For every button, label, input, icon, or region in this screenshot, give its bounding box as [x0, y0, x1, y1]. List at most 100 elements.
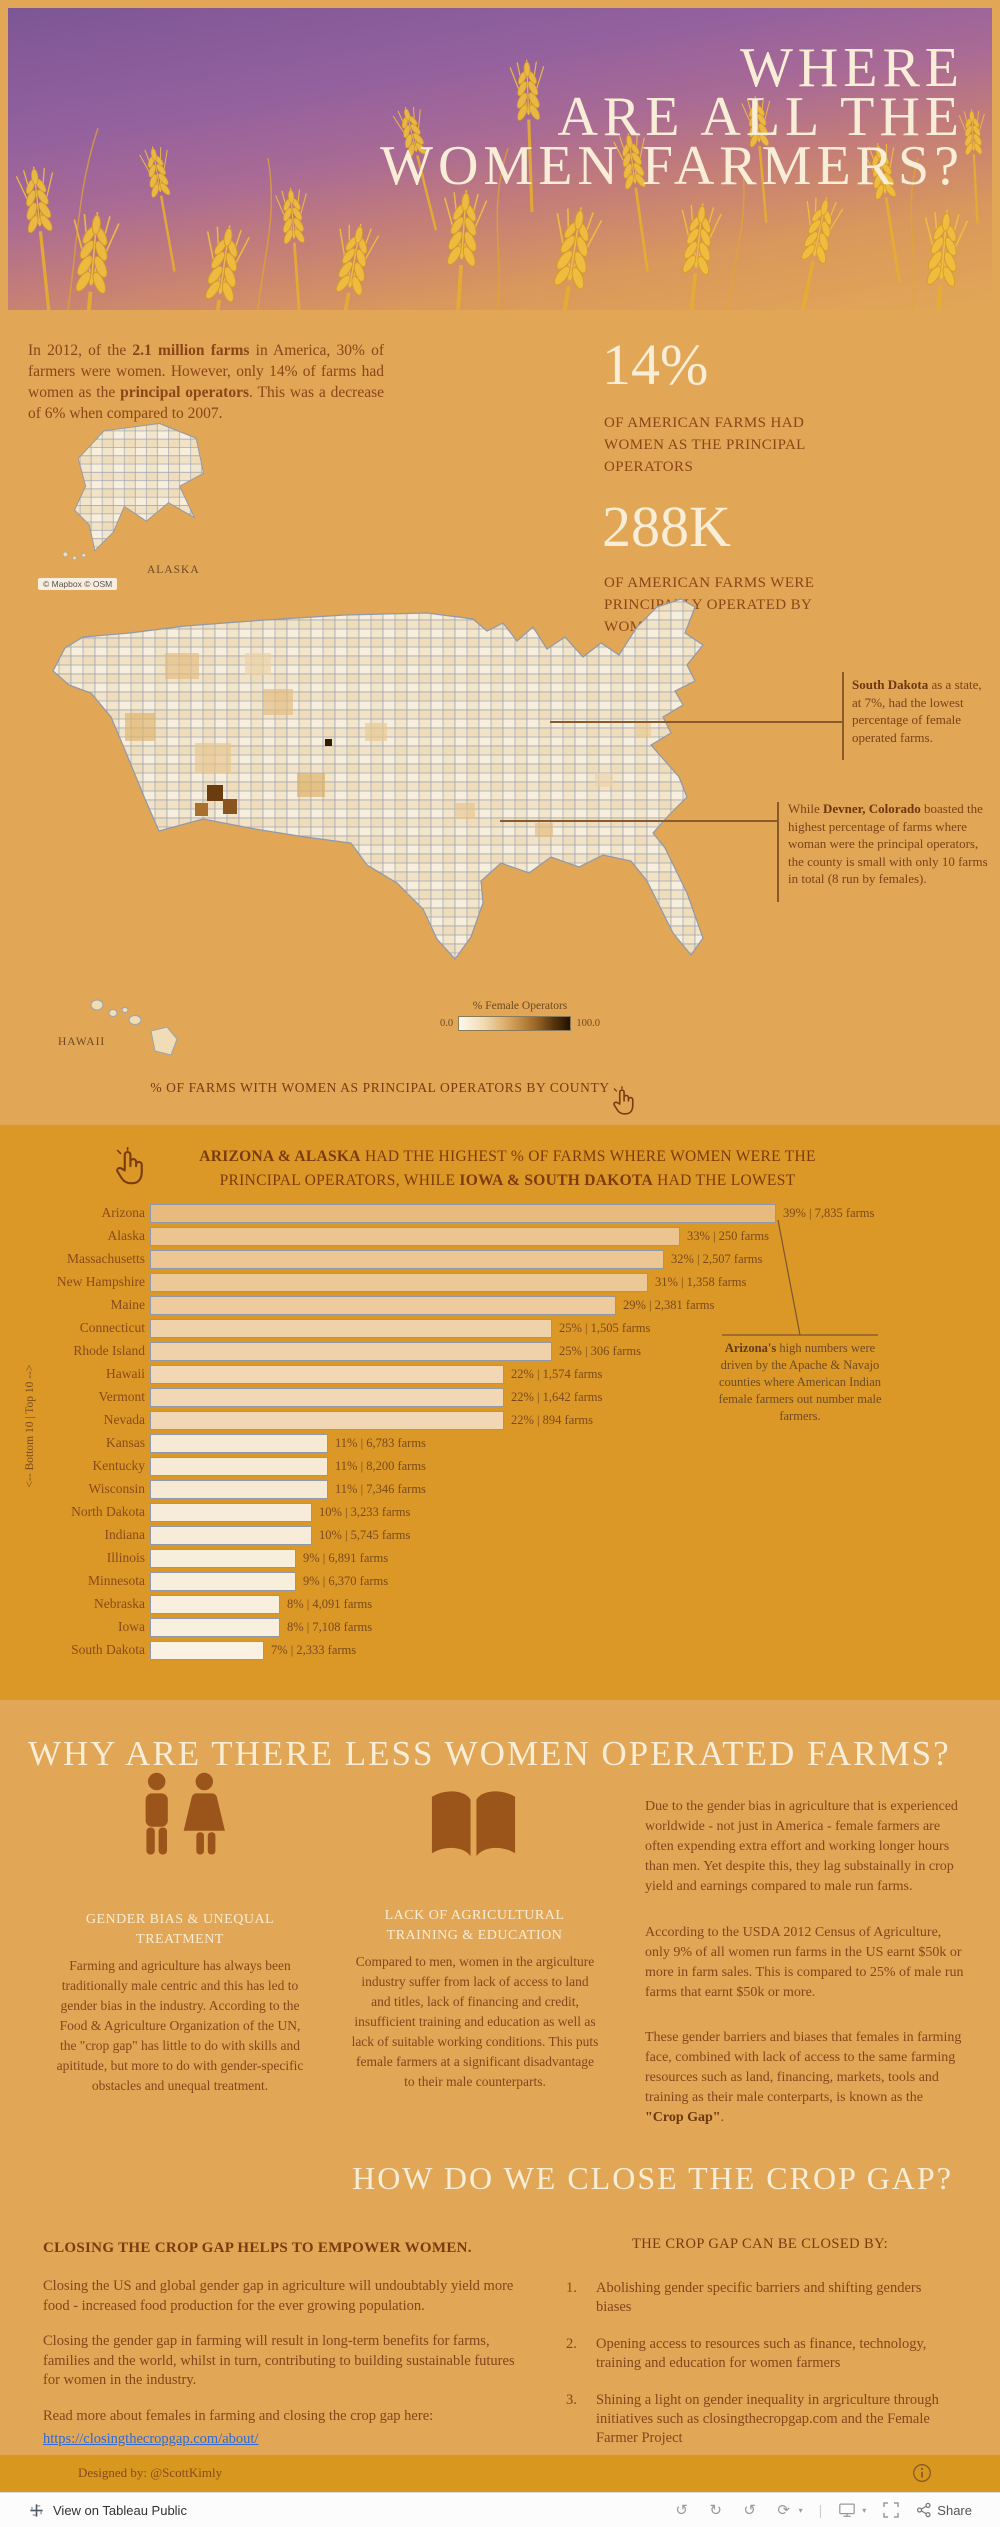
tableau-toolbar: View on Tableau Public ↺ ↻ ↺ ⟳ ▾ | ▾ Sha…	[0, 2492, 1000, 2527]
bar-value-label: 11% | 6,783 farms	[335, 1435, 426, 1450]
list-text: Shining a light on gender inequality in …	[596, 2392, 939, 2446]
list-number: 2.	[566, 2336, 577, 2352]
page-title-line1: WHERE	[739, 37, 964, 99]
book-icon	[431, 1791, 516, 1857]
bar-fill[interactable]	[150, 1502, 312, 1522]
empower-paragraph1: Closing the US and global gender gap in …	[43, 2278, 514, 2314]
bar-fill[interactable]	[150, 1617, 280, 1637]
bar-row-arizona[interactable]: Arizona 39% | 7,835 farms	[30, 1203, 980, 1223]
bar-row-kansas[interactable]: Kansas 11% | 6,783 farms	[30, 1433, 980, 1453]
fullscreen-button[interactable]	[882, 2501, 900, 2519]
map-legend: % Female Operators 0.0 100.0	[440, 1000, 600, 1031]
bar-label: South Dakota	[71, 1642, 145, 1657]
download-device-button[interactable]	[838, 2501, 856, 2519]
bar-row-illinois[interactable]: Illinois 9% | 6,891 farms	[30, 1548, 980, 1568]
download-caret-icon[interactable]: ▾	[862, 2505, 867, 2515]
designer-credit: Designed by: @ScottKimly	[78, 2465, 223, 2480]
bar-row-north-dakota[interactable]: North Dakota 10% | 3,233 farms	[30, 1502, 980, 1522]
bar-row-wisconsin[interactable]: Wisconsin 11% | 7,346 farms	[30, 1479, 980, 1499]
bar-fill[interactable]	[150, 1571, 296, 1591]
pointer-hand-icon	[613, 1086, 634, 1115]
bar-value-label: 25% | 306 farms	[559, 1343, 642, 1358]
bar-row-alaska[interactable]: Alaska 33% | 250 farms	[30, 1226, 980, 1246]
bar-fill[interactable]	[150, 1272, 648, 1292]
crop-gap-link[interactable]: https://closingthecropgap.com/about/	[43, 2431, 259, 2447]
bar-fill[interactable]	[150, 1525, 312, 1545]
bar-fill[interactable]	[150, 1295, 616, 1315]
tableau-logo-icon	[30, 2503, 43, 2517]
bar-fill[interactable]	[150, 1341, 552, 1361]
replay-button[interactable]: ↺	[743, 2502, 756, 2519]
bar-row-iowa[interactable]: Iowa 8% | 7,108 farms	[30, 1617, 980, 1637]
bar-row-nebraska[interactable]: Nebraska 8% | 4,091 farms	[30, 1594, 980, 1614]
bar-row-kentucky[interactable]: Kentucky 11% | 8,200 farms	[30, 1456, 980, 1476]
bar-fill[interactable]	[150, 1548, 296, 1568]
bar-label: New Hampshire	[56, 1274, 145, 1289]
bar-value-label: 39% | 7,835 farms	[783, 1205, 875, 1220]
denver-connector-line	[500, 820, 778, 822]
footer-bar: Designed by: @ScottKimly	[0, 2455, 1000, 2492]
bar-fill[interactable]	[150, 1640, 264, 1660]
crop-gap-right-column: THE CROP GAP CAN BE CLOSED BY: 1. Abolish…	[560, 2236, 960, 2466]
bar-label: Kansas	[106, 1435, 145, 1450]
bar-fill[interactable]	[150, 1249, 664, 1269]
bar-row-nevada[interactable]: Nevada 22% | 894 farms	[30, 1410, 980, 1430]
read-more-text: Read more about females in farming and c…	[43, 2407, 434, 2424]
map-attribution[interactable]: © Mapbox © OSM	[38, 578, 118, 590]
bar-label: Hawaii	[106, 1366, 145, 1381]
bar-row-rhode-island[interactable]: Rhode Island 25% | 306 farms	[30, 1341, 980, 1361]
page-title-line2: ARE ALL THE	[557, 86, 964, 148]
bar-row-hawaii[interactable]: Hawaii 22% | 1,574 farms	[30, 1364, 980, 1384]
legend-max: 100.0	[576, 1018, 600, 1029]
map-annotation-south-dakota: South Dakota as a state, at 7%, had the …	[852, 677, 982, 745]
list-number: 1.	[566, 2280, 577, 2296]
hawaii-label: HAWAII	[58, 1036, 106, 1048]
bar-row-vermont[interactable]: Vermont 22% | 1,642 farms	[30, 1387, 980, 1407]
info-icon[interactable]	[912, 2463, 932, 2483]
view-on-tableau-public[interactable]: View on Tableau Public	[28, 2502, 187, 2519]
page-title-line3: WOMEN FARMERS?	[380, 135, 964, 197]
bar-row-connecticut[interactable]: Connecticut 25% | 1,505 farms	[30, 1318, 980, 1338]
bar-fill[interactable]	[150, 1456, 328, 1476]
bar-row-minnesota[interactable]: Minnesota 9% | 6,370 farms	[30, 1571, 980, 1591]
alaska-map[interactable]	[58, 408, 233, 568]
bar-fill[interactable]	[150, 1318, 552, 1338]
share-button[interactable]: Share	[916, 2502, 972, 2518]
bar-label: Nevada	[103, 1412, 145, 1427]
undo-button[interactable]: ↺	[675, 2502, 688, 2519]
stat-14pct-caption: OF AMERICAN FARMS HAD WOMEN AS THE PRINC…	[604, 415, 806, 475]
redo-button[interactable]: ↻	[709, 2502, 722, 2519]
share-icon	[917, 2502, 931, 2518]
bar-label: Kentucky	[92, 1458, 145, 1473]
why-col2-body: Compared to men, women in the argicultur…	[351, 1954, 599, 2089]
bar-row-massachusetts[interactable]: Massachusetts 32% | 2,507 farms	[30, 1249, 980, 1269]
bar-value-label: 31% | 1,358 farms	[655, 1274, 747, 1289]
crop-gap-left-column: CLOSING THE CROP GAP HELPS TO EMPOWER WO…	[43, 2240, 525, 2448]
empower-women-heading: CLOSING THE CROP GAP HELPS TO EMPOWER WO…	[43, 2240, 472, 2256]
why-col3-paragraph2: According to the USDA 2012 Census of Agr…	[645, 1925, 964, 2000]
bar-row-south-dakota[interactable]: South Dakota 7% | 2,333 farms	[30, 1640, 980, 1660]
refresh-button[interactable]: ⟳	[777, 2502, 790, 2519]
bar-fill[interactable]	[150, 1203, 776, 1223]
sd-bracket-line	[842, 672, 844, 760]
bar-chart-section: ARIZONA & ALASKA HAD THE HIGHEST % OF FA…	[0, 1125, 1000, 1700]
refresh-caret-icon[interactable]: ▾	[798, 2505, 803, 2515]
bar-value-label: 9% | 6,891 farms	[303, 1550, 389, 1565]
intro-paragraph: In 2012, of the 2.1 million farms in Ame…	[28, 342, 384, 422]
bar-label: Maine	[110, 1297, 146, 1312]
bar-fill[interactable]	[150, 1594, 280, 1614]
why-col1-body: Farming and agriculture has always been …	[56, 1958, 304, 2093]
bar-row-new-hampshire[interactable]: New Hampshire 31% | 1,358 farms	[30, 1272, 980, 1292]
bar-label: Illinois	[106, 1550, 145, 1565]
bar-fill[interactable]	[150, 1433, 328, 1453]
bar-fill[interactable]	[150, 1479, 328, 1499]
bar-fill[interactable]	[150, 1387, 504, 1407]
bar-row-maine[interactable]: Maine 29% | 2,381 farms	[30, 1295, 980, 1315]
bar-fill[interactable]	[150, 1226, 680, 1246]
hawaii-map[interactable]	[85, 993, 195, 1065]
us-county-choropleth-map[interactable]	[35, 593, 825, 1005]
bar-label: Connecticut	[79, 1320, 145, 1335]
bar-fill[interactable]	[150, 1364, 504, 1384]
bar-fill[interactable]	[150, 1410, 504, 1430]
bar-row-indiana[interactable]: Indiana 10% | 5,745 farms	[30, 1525, 980, 1545]
